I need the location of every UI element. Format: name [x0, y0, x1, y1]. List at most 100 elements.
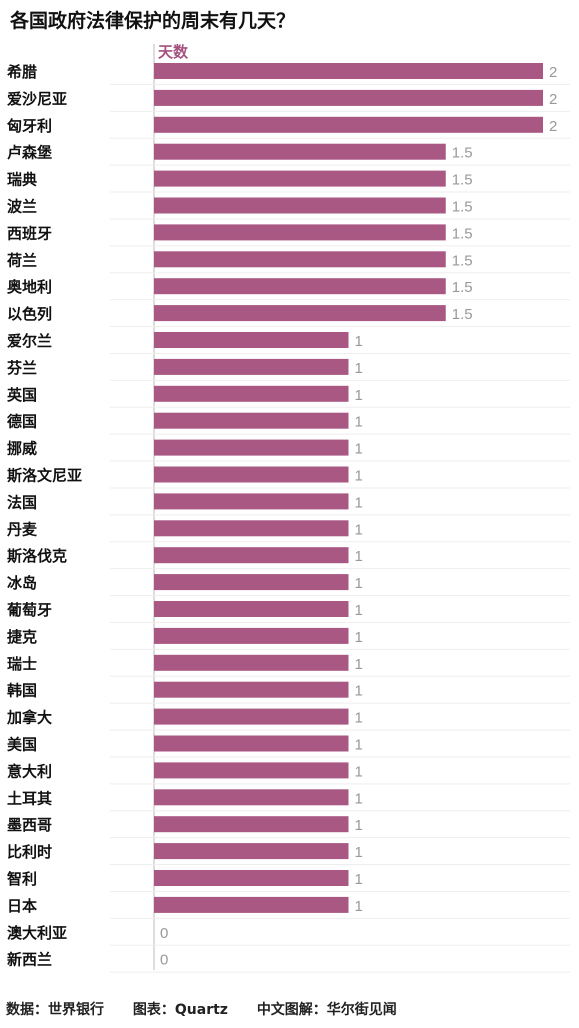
- category-label: 斯洛文尼亚: [7, 467, 82, 485]
- value-label: 1: [355, 575, 363, 592]
- value-label: 0: [160, 925, 168, 942]
- bar: [154, 412, 349, 429]
- bar: [154, 896, 349, 913]
- bar: [154, 143, 446, 160]
- category-label: 比利时: [7, 843, 52, 861]
- value-label: 1: [355, 468, 363, 485]
- category-label: 韩国: [7, 682, 37, 700]
- value-label: 1: [355, 521, 363, 538]
- category-label: 斯洛伐克: [7, 547, 67, 565]
- category-label: 葡萄牙: [6, 601, 52, 619]
- bar: [154, 116, 543, 133]
- category-label: 日本: [7, 897, 37, 915]
- category-label: 匈牙利: [7, 117, 52, 135]
- value-label: 1: [355, 441, 363, 458]
- bar: [154, 601, 349, 617]
- value-label: 1.5: [452, 225, 473, 242]
- value-label: 1.5: [452, 279, 473, 296]
- bar: [154, 708, 349, 725]
- bar: [154, 358, 349, 375]
- category-label: 冰岛: [7, 574, 37, 592]
- value-label: 1: [355, 737, 363, 754]
- bar: [154, 816, 349, 833]
- category-label: 西班牙: [7, 224, 52, 242]
- bar: [154, 789, 349, 806]
- bar: [154, 843, 349, 860]
- value-label: 1: [355, 817, 363, 834]
- value-label: 1.5: [452, 306, 473, 323]
- value-label: 1: [355, 710, 363, 727]
- value-label: 1: [355, 548, 363, 565]
- bar: [154, 385, 349, 402]
- category-label: 奥地利: [7, 278, 52, 296]
- category-label: 法国: [7, 493, 37, 511]
- bar: [154, 762, 349, 779]
- category-label: 爱沙尼亚: [7, 90, 67, 108]
- bar: [154, 439, 349, 456]
- bar: [154, 681, 349, 698]
- bar: [154, 466, 349, 483]
- category-label: 瑞士: [7, 655, 37, 673]
- bar: [154, 735, 349, 752]
- bar: [154, 197, 446, 214]
- bar: [154, 251, 446, 268]
- translation-credit: 中文图解：华尔街见闻: [256, 1002, 397, 1018]
- category-label: 加拿大: [6, 709, 52, 727]
- bar: [154, 63, 543, 79]
- value-label: 2: [549, 118, 557, 135]
- value-label: 1: [355, 360, 363, 377]
- category-label: 墨西哥: [7, 816, 52, 834]
- category-label: 芬兰: [7, 359, 37, 377]
- value-label: 2: [549, 91, 557, 108]
- bar: [154, 170, 446, 187]
- source-credit: 数据：世界银行: [6, 1002, 104, 1018]
- bar: [154, 654, 349, 671]
- value-label: 1.5: [452, 172, 473, 189]
- category-label: 以色列: [7, 305, 52, 323]
- bar: [154, 305, 446, 322]
- category-label: 德国: [7, 413, 37, 431]
- bar: [154, 332, 349, 348]
- value-label: 1: [355, 629, 363, 646]
- value-label: 1: [355, 844, 363, 861]
- value-label: 1.5: [452, 252, 473, 269]
- bar: [154, 574, 349, 591]
- bar: [154, 627, 349, 644]
- bar: [154, 547, 349, 564]
- footer: 数据：世界银行 图表：Quartz 中文图解：华尔街见闻: [6, 999, 421, 1019]
- category-label: 荷兰: [7, 251, 37, 269]
- category-label: 希腊: [7, 63, 37, 81]
- category-label: 新西兰: [7, 951, 52, 969]
- category-label: 丹麦: [7, 520, 38, 538]
- bar: [154, 520, 349, 537]
- value-label: 2: [549, 64, 557, 81]
- category-label: 波兰: [7, 198, 37, 216]
- value-label: 1.5: [452, 199, 473, 216]
- value-label: 1: [355, 494, 363, 511]
- value-label: 1: [355, 656, 363, 673]
- value-label: 1.5: [452, 145, 473, 162]
- category-label: 美国: [7, 736, 37, 754]
- chart-credit: 图表：Quartz: [132, 1002, 228, 1018]
- value-label: 1: [355, 763, 363, 780]
- bar: [154, 224, 446, 241]
- category-label: 英国: [7, 386, 37, 404]
- axis-unit-label: 天数: [158, 43, 189, 61]
- category-label: 卢森堡: [7, 144, 52, 162]
- value-label: 1: [355, 683, 363, 700]
- category-label: 瑞典: [7, 171, 37, 189]
- category-label: 智利: [7, 870, 37, 888]
- category-label: 爱尔兰: [7, 332, 52, 350]
- value-label: 1: [355, 333, 363, 350]
- category-label: 捷克: [7, 628, 37, 646]
- category-label: 澳大利亚: [7, 924, 67, 942]
- value-label: 0: [160, 952, 168, 969]
- bar: [154, 870, 349, 886]
- value-label: 1: [355, 387, 363, 404]
- bar: [154, 278, 446, 295]
- bar: [154, 493, 349, 510]
- value-label: 1: [355, 602, 363, 619]
- value-label: 1: [355, 414, 363, 431]
- category-label: 挪威: [7, 440, 37, 458]
